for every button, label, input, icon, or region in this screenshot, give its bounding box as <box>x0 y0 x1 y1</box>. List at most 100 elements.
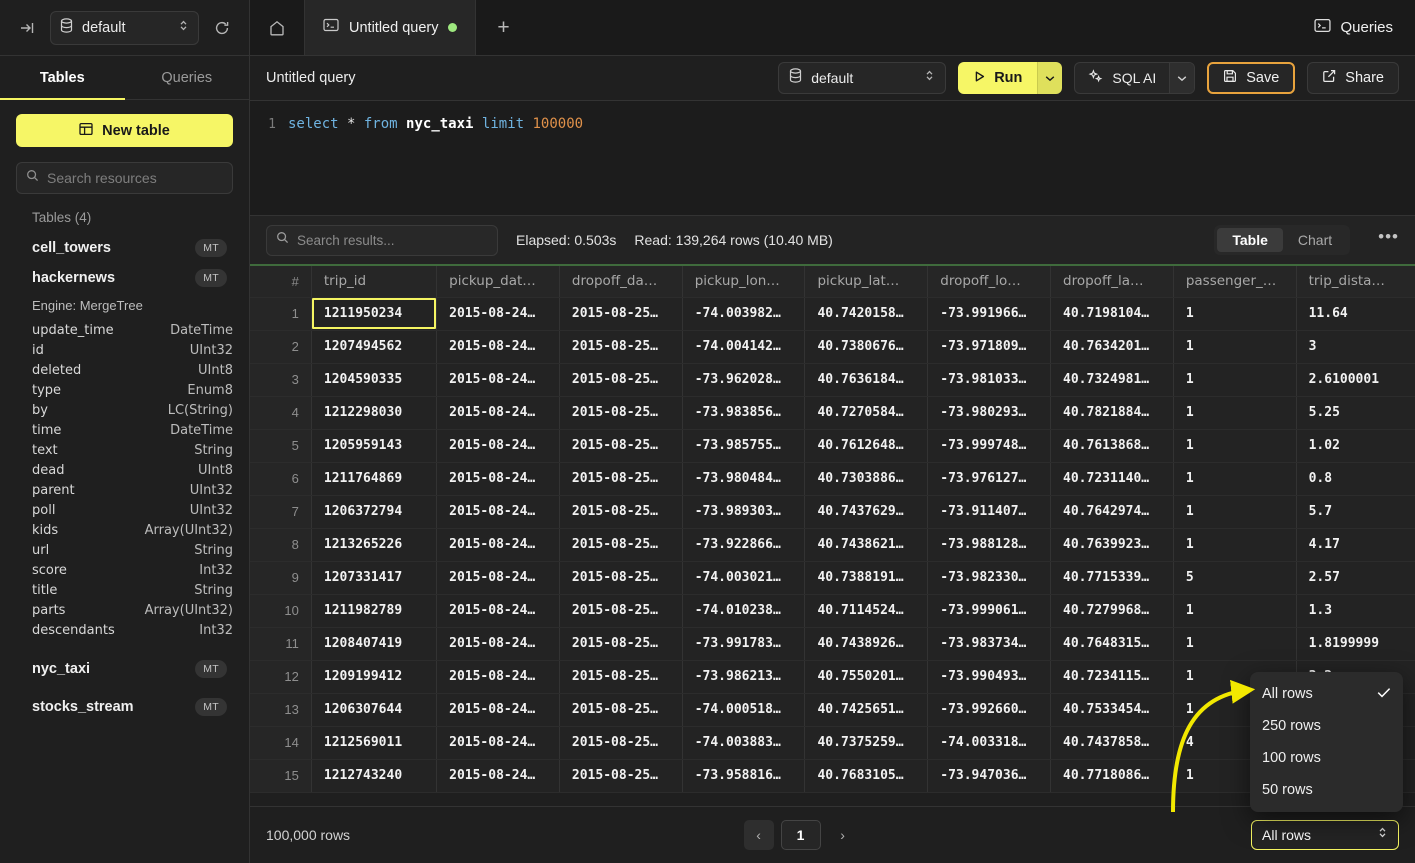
cell-pickup_latitude[interactable]: 40.7612648… <box>804 429 929 463</box>
table-row[interactable]: 1 1211950234 2015-08-24… 2015-08-25… -74… <box>250 297 1415 331</box>
cell-pickup_longitude[interactable]: -74.004142… <box>682 330 806 364</box>
cell-trip_id[interactable]: 1211950234 <box>311 297 438 331</box>
view-toggle-chart[interactable]: Chart <box>1297 232 1333 248</box>
cell-pickup_datetime[interactable]: 2015-08-24… <box>436 594 560 628</box>
cell-dropoff_latitude[interactable]: 40.7198104… <box>1050 297 1174 331</box>
cell-dropoff_longitude[interactable]: -73.981033… <box>927 363 1052 397</box>
home-icon[interactable] <box>250 0 304 55</box>
cell-dropoff_longitude[interactable]: -73.976127… <box>927 462 1052 496</box>
cell-dropoff_datetime[interactable]: 2015-08-25… <box>559 561 683 595</box>
save-button[interactable]: Save <box>1207 62 1296 94</box>
cell-trip_distance[interactable]: 1.02 <box>1296 429 1415 463</box>
cell-trip_id[interactable]: 1211764869 <box>311 462 438 496</box>
table-row[interactable]: 9 1207331417 2015-08-24… 2015-08-25… -74… <box>250 561 1415 595</box>
cell-trip_distance[interactable]: 11.64 <box>1296 297 1415 331</box>
cell-passenger_count[interactable]: 1 <box>1173 495 1297 529</box>
cell-passenger_count[interactable]: 1 <box>1173 330 1297 364</box>
cell-pickup_datetime[interactable]: 2015-08-24… <box>436 759 560 793</box>
cell-passenger_count[interactable]: 1 <box>1173 627 1297 661</box>
sql-code[interactable]: select * from nyc_taxi limit 100000 <box>288 115 583 134</box>
column-header-dropoff_latitude[interactable]: dropoff_la… <box>1050 266 1174 298</box>
cell-pickup_datetime[interactable]: 2015-08-24… <box>436 429 560 463</box>
database-selector[interactable]: default <box>50 10 199 45</box>
menu-item-50-rows[interactable]: 50 rows <box>1250 774 1403 806</box>
cell-trip_id[interactable]: 1207494562 <box>311 330 438 364</box>
cell-passenger_count[interactable]: 5 <box>1173 561 1297 595</box>
cell-dropoff_latitude[interactable]: 40.7324981… <box>1050 363 1174 397</box>
next-page-button[interactable]: › <box>840 827 845 843</box>
sidebar-table-hackernews[interactable]: hackernews MT <box>16 263 233 293</box>
cell-pickup_datetime[interactable]: 2015-08-24… <box>436 330 560 364</box>
results-search-box[interactable] <box>266 224 498 256</box>
cell-pickup_datetime[interactable]: 2015-08-24… <box>436 561 560 595</box>
cell-pickup_longitude[interactable]: -74.010238… <box>682 594 806 628</box>
cell-dropoff_latitude[interactable]: 40.7613868… <box>1050 429 1174 463</box>
sidebar-table-stocks_stream[interactable]: stocks_stream MT <box>16 692 233 722</box>
cell-pickup_datetime[interactable]: 2015-08-24… <box>436 726 560 760</box>
cell-passenger_count[interactable]: 1 <box>1173 528 1297 562</box>
cell-pickup_latitude[interactable]: 40.7114524… <box>804 594 929 628</box>
cell-pickup_latitude[interactable]: 40.7380676… <box>804 330 929 364</box>
collapse-sidebar-icon[interactable] <box>14 15 40 41</box>
cell-trip_distance[interactable]: 5.25 <box>1296 396 1415 430</box>
cell-dropoff_longitude[interactable]: -73.983734… <box>927 627 1052 661</box>
column-header-pickup_datetime[interactable]: pickup_dat… <box>436 266 560 298</box>
cell-dropoff_datetime[interactable]: 2015-08-25… <box>559 330 683 364</box>
table-row[interactable]: 6 1211764869 2015-08-24… 2015-08-25… -73… <box>250 462 1415 496</box>
rows-per-page-menu[interactable]: All rows 250 rows 100 rows 50 rows <box>1250 672 1403 812</box>
cell-pickup_latitude[interactable]: 40.7420158… <box>804 297 929 331</box>
cell-dropoff_longitude[interactable]: -73.990493… <box>927 660 1052 694</box>
column-header-rownum[interactable]: # <box>250 266 312 298</box>
cell-dropoff_latitude[interactable]: 40.7639923… <box>1050 528 1174 562</box>
query-tab[interactable]: Untitled query <box>304 0 477 55</box>
table-row[interactable]: 2 1207494562 2015-08-24… 2015-08-25… -74… <box>250 330 1415 364</box>
cell-dropoff_longitude[interactable]: -73.980293… <box>927 396 1052 430</box>
cell-pickup_longitude[interactable]: -73.986213… <box>682 660 806 694</box>
sidebar-tab-tables[interactable]: Tables <box>0 56 125 100</box>
cell-dropoff_datetime[interactable]: 2015-08-25… <box>559 726 683 760</box>
cell-trip_distance[interactable]: 2.6100001 <box>1296 363 1415 397</box>
table-row[interactable]: 7 1206372794 2015-08-24… 2015-08-25… -73… <box>250 495 1415 529</box>
cell-dropoff_latitude[interactable]: 40.7279968… <box>1050 594 1174 628</box>
cell-dropoff_latitude[interactable]: 40.7821884… <box>1050 396 1174 430</box>
cell-pickup_datetime[interactable]: 2015-08-24… <box>436 528 560 562</box>
sql-ai-chevron-down-icon[interactable] <box>1169 63 1195 93</box>
table-row[interactable]: 11 1208407419 2015-08-24… 2015-08-25… -7… <box>250 627 1415 661</box>
cell-dropoff_longitude[interactable]: -73.988128… <box>927 528 1052 562</box>
cell-pickup_longitude[interactable]: -73.980484… <box>682 462 806 496</box>
cell-pickup_latitude[interactable]: 40.7438621… <box>804 528 929 562</box>
table-row[interactable]: 15 1212743240 2015-08-24… 2015-08-25… -7… <box>250 759 1415 793</box>
column-header-trip_distance[interactable]: trip_dista… <box>1296 266 1415 298</box>
cell-pickup_latitude[interactable]: 40.7303886… <box>804 462 929 496</box>
cell-dropoff_datetime[interactable]: 2015-08-25… <box>559 297 683 331</box>
table-row[interactable]: 14 1212569011 2015-08-24… 2015-08-25… -7… <box>250 726 1415 760</box>
column-header-trip_id[interactable]: trip_id <box>311 266 438 298</box>
sql-editor[interactable]: 1 select * from nyc_taxi limit 100000 <box>250 101 1415 215</box>
cell-passenger_count[interactable]: 1 <box>1173 429 1297 463</box>
column-header-dropoff_datetime[interactable]: dropoff_da… <box>559 266 683 298</box>
results-search-input[interactable] <box>297 232 488 248</box>
cell-dropoff_datetime[interactable]: 2015-08-25… <box>559 660 683 694</box>
cell-dropoff_datetime[interactable]: 2015-08-25… <box>559 396 683 430</box>
cell-pickup_longitude[interactable]: -73.958816… <box>682 759 806 793</box>
cell-trip_distance[interactable]: 0.8 <box>1296 462 1415 496</box>
table-row[interactable]: 3 1204590335 2015-08-24… 2015-08-25… -73… <box>250 363 1415 397</box>
cell-pickup_latitude[interactable]: 40.7550201… <box>804 660 929 694</box>
cell-dropoff_datetime[interactable]: 2015-08-25… <box>559 462 683 496</box>
cell-dropoff_longitude[interactable]: -73.999748… <box>927 429 1052 463</box>
cell-pickup_datetime[interactable]: 2015-08-24… <box>436 363 560 397</box>
cell-trip_id[interactable]: 1208407419 <box>311 627 438 661</box>
cell-passenger_count[interactable]: 1 <box>1173 396 1297 430</box>
cell-trip_id[interactable]: 1206372794 <box>311 495 438 529</box>
cell-dropoff_longitude[interactable]: -73.992660… <box>927 693 1052 727</box>
cell-pickup_longitude[interactable]: -73.991783… <box>682 627 806 661</box>
cell-dropoff_latitude[interactable]: 40.7715339… <box>1050 561 1174 595</box>
cell-trip_id[interactable]: 1211982789 <box>311 594 438 628</box>
cell-dropoff_latitude[interactable]: 40.7437858… <box>1050 726 1174 760</box>
cell-dropoff_latitude[interactable]: 40.7234115… <box>1050 660 1174 694</box>
cell-dropoff_latitude[interactable]: 40.7634201… <box>1050 330 1174 364</box>
cell-trip_id[interactable]: 1206307644 <box>311 693 438 727</box>
cell-pickup_datetime[interactable]: 2015-08-24… <box>436 297 560 331</box>
table-row[interactable]: 12 1209199412 2015-08-24… 2015-08-25… -7… <box>250 660 1415 694</box>
cell-dropoff_latitude[interactable]: 40.7648315… <box>1050 627 1174 661</box>
